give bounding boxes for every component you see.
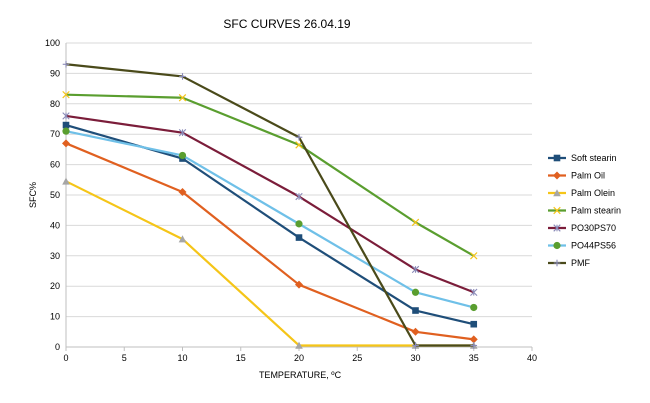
data-point-pmf-10 xyxy=(179,73,186,80)
legend-marker-pmf xyxy=(553,259,561,267)
series-palm-oil xyxy=(62,139,478,344)
data-point-po30ps70-20 xyxy=(295,192,303,201)
y-tick-label-40: 40 xyxy=(50,220,60,230)
data-point-palm-oil-20 xyxy=(295,280,303,289)
legend-label-palm-stearin: Palm stearin xyxy=(571,206,621,216)
data-point-po44ps56-35 xyxy=(470,303,478,312)
x-tick-label-40: 40 xyxy=(527,353,537,363)
data-point-palm-olein-20 xyxy=(295,341,303,349)
series-lines xyxy=(62,60,478,349)
y-tick-label-80: 80 xyxy=(50,99,60,109)
series-pmf xyxy=(62,60,478,349)
data-point-soft-stearin-35 xyxy=(470,320,478,328)
legend-marker-soft-stearin xyxy=(553,154,561,162)
legend: Soft stearin Palm Oil Palm Olein Palm stear… xyxy=(548,153,621,268)
legend-item-pmf: PMF xyxy=(548,258,591,268)
legend-item-palm-oil: Palm Oil xyxy=(548,171,605,181)
x-tick-label-20: 20 xyxy=(294,353,304,363)
axes: 0 10 20 30 40 50 60 70 80 90 100 0 5 10 15 20 25 30 35 40 xyxy=(45,38,537,363)
data-point-palm-olein-0 xyxy=(62,177,70,185)
x-tick-label-35: 35 xyxy=(469,353,479,363)
legend-item-palm-olein: Palm Olein xyxy=(548,188,615,198)
y-tick-label-60: 60 xyxy=(50,160,60,170)
legend-item-po30ps70: PO30PS70 xyxy=(548,223,616,233)
series-po30ps70 xyxy=(62,112,478,296)
legend-marker-palm-oil xyxy=(553,171,561,180)
y-tick-label-50: 50 xyxy=(50,190,60,200)
series-palm-stearin xyxy=(62,90,478,260)
data-point-palm-stearin-30 xyxy=(411,218,420,227)
series-po44ps56 xyxy=(62,127,478,312)
data-point-po30ps70-35 xyxy=(470,288,478,296)
legend-marker-po44ps56 xyxy=(553,241,561,250)
grid-lines xyxy=(66,42,532,318)
legend-label-pmf: PMF xyxy=(571,258,591,268)
y-tick-label-90: 90 xyxy=(50,68,60,78)
data-point-pmf-20 xyxy=(295,133,303,141)
legend-label-po30ps70: PO30PS70 xyxy=(571,223,616,233)
data-point-palm-olein-10 xyxy=(178,235,187,243)
data-point-pmf-30 xyxy=(412,342,419,349)
data-point-soft-stearin-20 xyxy=(295,234,303,241)
y-tick-label-0: 0 xyxy=(55,342,60,352)
data-point-soft-stearin-30 xyxy=(412,307,419,314)
data-point-palm-oil-35 xyxy=(469,335,478,344)
y-tick-label-70: 70 xyxy=(50,129,60,139)
y-tick-label-30: 30 xyxy=(50,251,60,261)
data-point-po44ps56-0 xyxy=(62,127,70,135)
legend-item-po44ps56: PO44PS56 xyxy=(548,241,616,251)
y-axis-title: SFC% xyxy=(28,182,38,208)
data-point-palm-oil-0 xyxy=(62,139,70,148)
data-point-palm-stearin-10 xyxy=(178,93,187,102)
y-tick-label-10: 10 xyxy=(50,312,60,322)
legend-marker-palm-olein xyxy=(553,189,561,197)
data-point-po30ps70-0 xyxy=(62,112,70,120)
data-point-palm-stearin-35 xyxy=(470,252,478,260)
x-tick-label-0: 0 xyxy=(63,353,68,363)
data-point-palm-oil-30 xyxy=(411,327,420,336)
legend-label-po44ps56: PO44PS56 xyxy=(571,241,616,251)
data-point-soft-stearin-0 xyxy=(62,121,70,129)
data-point-po44ps56-30 xyxy=(411,288,420,296)
data-point-po44ps56-10 xyxy=(178,151,187,160)
x-tick-label-15: 15 xyxy=(236,353,246,363)
x-tick-label-10: 10 xyxy=(177,353,187,363)
data-point-palm-oil-10 xyxy=(178,187,187,196)
series-palm-olein xyxy=(62,177,478,349)
data-point-palm-stearin-0 xyxy=(62,90,70,99)
data-point-po30ps70-30 xyxy=(411,265,420,274)
x-tick-label-25: 25 xyxy=(352,353,362,363)
chart-title: SFC CURVES 26.04.19 xyxy=(223,17,350,31)
y-tick-label-100: 100 xyxy=(45,38,60,48)
legend-label-soft-stearin: Soft stearin xyxy=(571,153,617,163)
y-tick-label-20: 20 xyxy=(50,281,60,291)
data-point-po44ps56-20 xyxy=(295,220,303,228)
x-tick-label-5: 5 xyxy=(122,353,127,363)
legend-label-palm-olein: Palm Olein xyxy=(571,188,615,198)
legend-label-palm-oil: Palm Oil xyxy=(571,171,605,181)
legend-item-palm-stearin: Palm stearin xyxy=(548,206,621,216)
data-point-pmf-0 xyxy=(62,60,70,68)
x-axis-title: TEMPERATURE, ºC xyxy=(259,370,342,380)
series-line-palm-stearin xyxy=(65,93,475,257)
series-line-pmf xyxy=(65,63,474,347)
x-tick-label-30: 30 xyxy=(410,353,420,363)
legend-marker-po30ps70 xyxy=(553,224,561,232)
series-soft-stearin xyxy=(62,121,478,328)
legend-item-soft-stearin: Soft stearin xyxy=(548,153,617,163)
data-point-pmf-35 xyxy=(470,342,478,349)
data-point-po30ps70-10 xyxy=(178,128,187,137)
legend-marker-palm-stearin xyxy=(553,206,561,215)
